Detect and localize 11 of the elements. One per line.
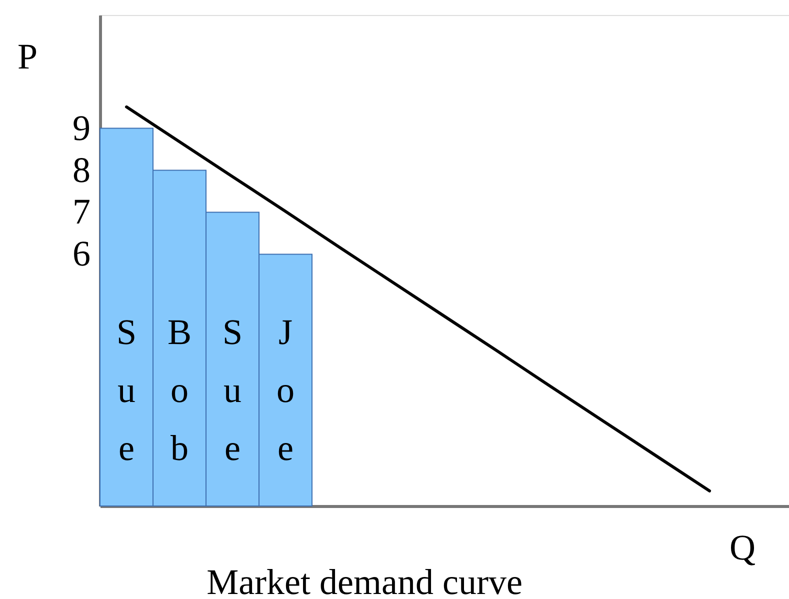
text: Market demand curve — [206, 562, 522, 599]
y-tick-label: 7 — [72, 192, 90, 232]
y-axis-title: P — [17, 36, 38, 76]
y-tick-label: 9 — [72, 108, 90, 148]
x-tick-label: Sue — [116, 312, 137, 468]
y-tick-label: 6 — [72, 234, 90, 274]
x-tick-label: Sue — [222, 312, 243, 468]
y-tick-label: 8 — [72, 150, 90, 190]
x-tick-label: Joe — [276, 312, 294, 468]
x-axis-title: Q — [730, 528, 756, 568]
x-tick-label: Bob — [167, 312, 192, 468]
